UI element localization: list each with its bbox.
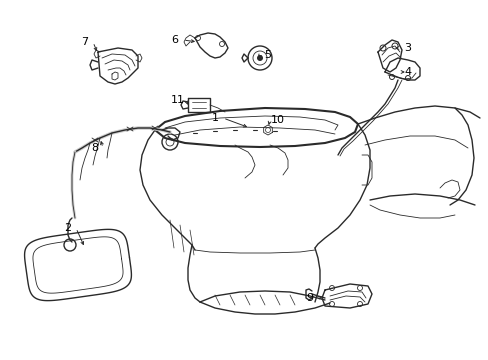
Text: 4: 4 [404,67,411,77]
Text: 5: 5 [264,50,271,60]
Text: 8: 8 [91,143,99,153]
Circle shape [257,55,263,61]
Text: 2: 2 [64,223,71,233]
Text: 1: 1 [211,113,218,123]
Text: 11: 11 [171,95,184,105]
Text: 7: 7 [81,37,88,47]
Text: 9: 9 [306,293,313,303]
Text: 3: 3 [404,43,411,53]
Text: 6: 6 [171,35,178,45]
Text: 10: 10 [270,115,285,125]
